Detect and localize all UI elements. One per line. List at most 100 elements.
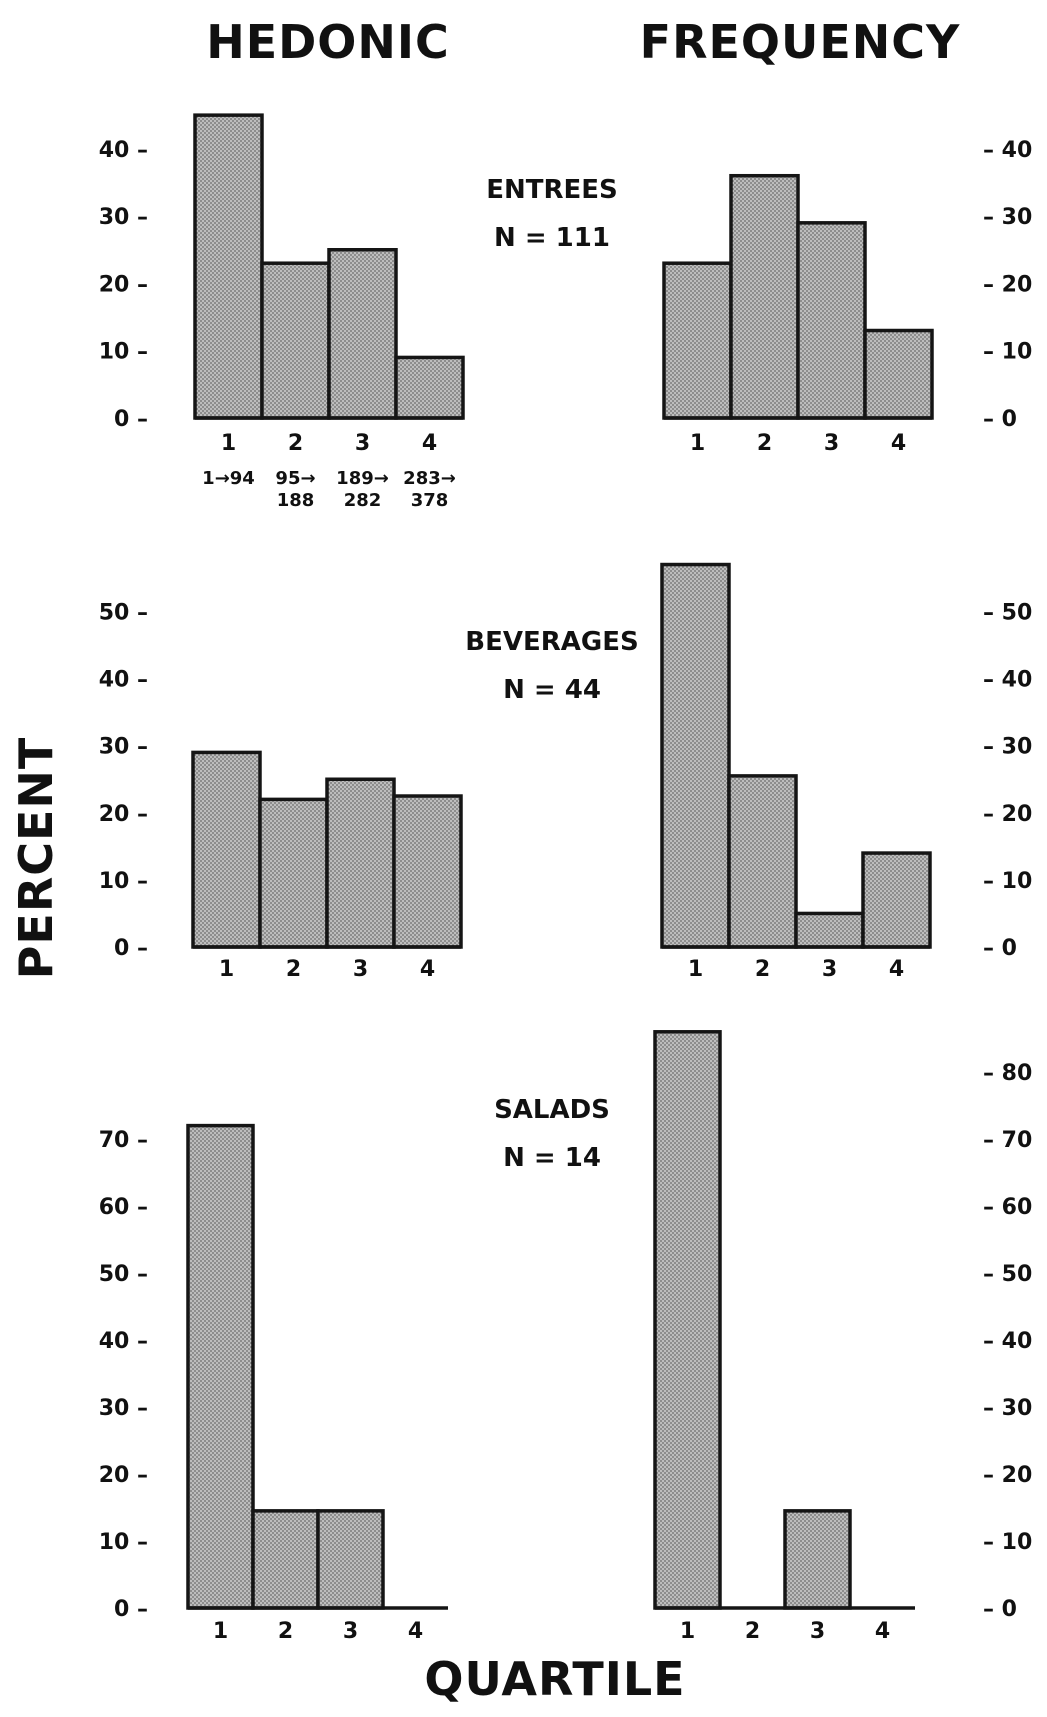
y-tick-label-salads-frequency: – 70 bbox=[983, 1128, 1032, 1153]
bar-beverages-hedonic-q3 bbox=[325, 777, 396, 949]
category-label-salads-hedonic: 4 bbox=[408, 1619, 423, 1644]
category-label-beverages-hedonic: 2 bbox=[286, 957, 301, 982]
bar-salads-frequency-q1 bbox=[653, 1030, 722, 1610]
y-tick-label-salads-frequency: – 30 bbox=[983, 1396, 1032, 1421]
y-tick-label-entrees-frequency: – 0 bbox=[983, 407, 1017, 432]
bar-beverages-frequency-q2 bbox=[727, 774, 798, 949]
bar-entrees-hedonic-q1 bbox=[193, 113, 264, 420]
y-tick-label-beverages-hedonic: 0 – bbox=[114, 936, 148, 961]
category-label-entrees-hedonic: 3 bbox=[355, 431, 370, 456]
bar-entrees-frequency-q2 bbox=[729, 173, 800, 420]
y-tick-label-entrees-frequency: – 10 bbox=[983, 340, 1032, 365]
panel-title-beverages-frequency: BEVERAGES bbox=[465, 627, 638, 657]
y-tick-label-beverages-frequency: – 40 bbox=[983, 668, 1032, 693]
category-label-beverages-frequency: 2 bbox=[755, 957, 770, 982]
bar-entrees-frequency-q1 bbox=[662, 261, 733, 420]
y-tick-label-beverages-hedonic: 10 – bbox=[99, 869, 148, 894]
category-range-top: 283→ bbox=[403, 468, 456, 489]
y-tick-label-salads-hedonic: 20 – bbox=[99, 1463, 148, 1488]
y-tick-label-salads-frequency: – 50 bbox=[983, 1262, 1032, 1287]
y-tick-label-salads-hedonic: 30 – bbox=[99, 1396, 148, 1421]
category-label-entrees-hedonic: 2 bbox=[288, 431, 303, 456]
y-tick-label-entrees-frequency: – 20 bbox=[983, 272, 1032, 297]
bar-entrees-hedonic-q3 bbox=[327, 248, 398, 420]
bar-entrees-hedonic-q4 bbox=[394, 355, 465, 420]
y-tick-label-entrees-hedonic: 30 – bbox=[99, 205, 148, 230]
y-tick-label-beverages-frequency: – 50 bbox=[983, 601, 1032, 626]
panel-beverages-hedonic: 0 – 10 – 20 – 30 – 40 – 50 – 1 2 3 4 bbox=[99, 601, 463, 982]
category-label-entrees-frequency: 3 bbox=[824, 431, 839, 456]
category-range-top: 189→ bbox=[336, 468, 389, 489]
category-label-salads-frequency: 2 bbox=[745, 1619, 760, 1644]
category-label-salads-hedonic: 1 bbox=[213, 1619, 228, 1644]
category-label-beverages-frequency: 1 bbox=[688, 957, 703, 982]
x-axis-title: QUARTILE bbox=[424, 1652, 685, 1706]
bar-beverages-frequency-q3 bbox=[794, 911, 865, 949]
bar-beverages-hedonic-q2 bbox=[258, 797, 329, 949]
bar-beverages-frequency-q1 bbox=[660, 562, 731, 949]
panel-entrees-hedonic: 0 – 10 – 20 – 30 – 40 – 1 2 3 4 1→94 95→188 189→282… bbox=[99, 113, 465, 511]
category-label-beverages-hedonic: 4 bbox=[420, 957, 435, 982]
panel-salads-hedonic: 0 – 10 – 20 – 30 – 40 – 50 – 60 – 70 – 1 2 3 4 bbox=[99, 1123, 448, 1644]
category-label-beverages-hedonic: 3 bbox=[353, 957, 368, 982]
y-tick-label-beverages-frequency: – 0 bbox=[983, 936, 1017, 961]
category-label-salads-hedonic: 3 bbox=[343, 1619, 358, 1644]
category-range-top: 1→94 bbox=[202, 468, 255, 489]
bar-salads-frequency-q3 bbox=[783, 1509, 852, 1610]
panel-n-label-salads-frequency: N = 14 bbox=[503, 1143, 601, 1173]
category-label-beverages-hedonic: 1 bbox=[219, 957, 234, 982]
y-tick-label-salads-frequency: – 20 bbox=[983, 1463, 1032, 1488]
bar-beverages-hedonic-q1 bbox=[191, 750, 262, 949]
y-tick-label-salads-hedonic: 70 – bbox=[99, 1128, 148, 1153]
y-tick-label-beverages-frequency: – 20 bbox=[983, 802, 1032, 827]
y-tick-label-beverages-hedonic: 20 – bbox=[99, 802, 148, 827]
category-label-entrees-frequency: 1 bbox=[690, 431, 705, 456]
category-label-salads-frequency: 4 bbox=[875, 1619, 890, 1644]
bar-entrees-hedonic-q2 bbox=[260, 261, 331, 420]
y-tick-label-salads-frequency: – 60 bbox=[983, 1195, 1032, 1220]
bar-entrees-frequency-q4 bbox=[863, 328, 934, 420]
chart-panels: 0 –10 –20 –30 –40 –1 2 3 41→94 95→188189→282… bbox=[99, 113, 1032, 1644]
panel-salads-frequency: – 0 – 10 – 20 – 30 – 40 – 50 – 60 – 70 – 80 1 2 3 4 S… bbox=[494, 1030, 1032, 1644]
header-hedonic: HEDONIC bbox=[206, 15, 450, 69]
category-label-beverages-frequency: 4 bbox=[889, 957, 904, 982]
panel-n-label-entrees-frequency: N = 111 bbox=[494, 223, 610, 253]
panel-title-salads-frequency: SALADS bbox=[494, 1095, 610, 1125]
y-tick-label-salads-frequency: – 80 bbox=[983, 1061, 1032, 1086]
category-label-entrees-hedonic: 4 bbox=[422, 431, 437, 456]
y-tick-label-entrees-hedonic: 10 – bbox=[99, 340, 148, 365]
category-label-beverages-frequency: 3 bbox=[822, 957, 837, 982]
y-tick-label-salads-frequency: – 10 bbox=[983, 1530, 1032, 1555]
category-label-entrees-hedonic: 1 bbox=[221, 431, 236, 456]
category-range-top: 95→ bbox=[275, 468, 315, 489]
y-tick-label-salads-hedonic: 50 – bbox=[99, 1262, 148, 1287]
y-tick-label-salads-hedonic: 10 – bbox=[99, 1530, 148, 1555]
category-label-salads-hedonic: 2 bbox=[278, 1619, 293, 1644]
category-range-bottom: 378 bbox=[411, 490, 449, 511]
y-tick-label-beverages-frequency: – 30 bbox=[983, 735, 1032, 760]
panel-n-label-beverages-frequency: N = 44 bbox=[503, 675, 601, 705]
y-tick-label-salads-frequency: – 0 bbox=[983, 1597, 1017, 1622]
bar-salads-hedonic-q2 bbox=[251, 1509, 320, 1610]
category-label-entrees-frequency: 2 bbox=[757, 431, 772, 456]
bar-salads-hedonic-q1 bbox=[186, 1123, 255, 1610]
bar-beverages-frequency-q4 bbox=[861, 851, 932, 949]
y-tick-label-salads-hedonic: 0 – bbox=[114, 1597, 148, 1622]
category-label-salads-frequency: 3 bbox=[810, 1619, 825, 1644]
category-range-bottom: 188 bbox=[277, 490, 315, 511]
y-tick-label-salads-frequency: – 40 bbox=[983, 1329, 1032, 1354]
y-tick-label-beverages-hedonic: 40 – bbox=[99, 668, 148, 693]
y-tick-label-beverages-frequency: – 10 bbox=[983, 869, 1032, 894]
y-axis-title: PERCENT bbox=[9, 737, 63, 980]
y-tick-label-entrees-frequency: – 40 bbox=[983, 138, 1032, 163]
category-label-entrees-frequency: 4 bbox=[891, 431, 906, 456]
category-range-bottom: 282 bbox=[344, 490, 382, 511]
bar-entrees-frequency-q3 bbox=[796, 221, 867, 420]
panel-entrees-frequency: – 0 – 10 – 20 – 30 – 40 1 2 3 4 ENTREES N = 111 bbox=[486, 138, 1032, 456]
bar-salads-hedonic-q3 bbox=[316, 1509, 385, 1610]
y-tick-label-salads-hedonic: 40 – bbox=[99, 1329, 148, 1354]
y-tick-label-beverages-hedonic: 30 – bbox=[99, 735, 148, 760]
y-tick-label-entrees-hedonic: 0 – bbox=[114, 407, 148, 432]
y-tick-label-salads-hedonic: 60 – bbox=[99, 1195, 148, 1220]
